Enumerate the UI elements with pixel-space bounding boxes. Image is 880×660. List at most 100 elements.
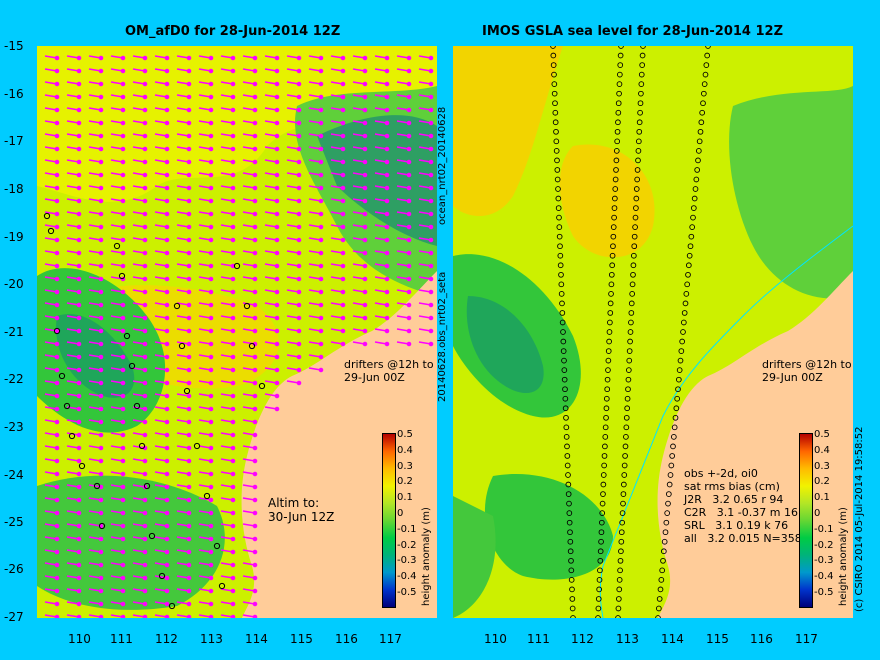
wind-vector-head xyxy=(142,159,148,165)
wind-vector-head xyxy=(142,211,148,217)
wind-vector-head xyxy=(362,172,368,178)
wind-vector-head xyxy=(362,276,368,282)
drifter-marker xyxy=(43,212,51,220)
wind-vector-head xyxy=(230,575,236,581)
wind-vector-head xyxy=(54,250,60,256)
wind-vector-head xyxy=(76,393,82,399)
wind-vector-head xyxy=(252,159,258,165)
wind-vector-head xyxy=(120,445,126,451)
wind-vector-head xyxy=(164,432,170,438)
altimeter-obs xyxy=(670,443,676,450)
drifters-note-right: drifters @12h to 29-Jun 00Z xyxy=(762,358,852,384)
wind-vector-head xyxy=(340,341,346,347)
left-map[interactable] xyxy=(37,46,437,618)
obs-header-2: sat rms bias (cm) xyxy=(684,480,780,493)
wind-vector-head xyxy=(142,419,148,425)
altimeter-obs xyxy=(705,46,711,49)
wind-vector-head xyxy=(164,575,170,581)
obs-stats: obs +-2d, oi0 sat rms bias (cm) J2R 3.2 … xyxy=(684,467,802,545)
wind-vector-head xyxy=(120,536,126,542)
wind-vector-head xyxy=(164,484,170,490)
altimeter-obs xyxy=(564,462,571,469)
wind-vector-head xyxy=(274,120,280,126)
wind-vector-head xyxy=(208,458,214,464)
wind-vector-head xyxy=(406,172,412,178)
wind-vector-head xyxy=(186,588,192,594)
altimeter-obs xyxy=(656,596,663,602)
drifter-marker xyxy=(58,372,66,380)
wind-vector-head xyxy=(208,601,214,607)
wind-vector-head xyxy=(142,380,148,386)
altimeter-tracks xyxy=(550,46,711,618)
wind-vector-head xyxy=(98,367,104,373)
wind-vector-head xyxy=(120,341,126,347)
altimeter-obs xyxy=(630,262,637,269)
wind-vector-head xyxy=(296,276,302,282)
wind-vector-head xyxy=(76,302,82,308)
x-tick: 116 xyxy=(335,632,358,646)
drifter-marker xyxy=(98,522,106,530)
wind-vector-head xyxy=(164,315,170,321)
wind-vector-head xyxy=(252,302,258,308)
wind-vector-head xyxy=(230,328,236,334)
wind-vector-head xyxy=(186,536,192,542)
altimeter-obs xyxy=(622,443,629,450)
altimeter-obs xyxy=(563,434,570,440)
drifters-line-2: 29-Jun 00Z xyxy=(344,371,405,384)
drifter-marker xyxy=(158,572,166,580)
colorbar-tick: 0.1 xyxy=(814,492,830,504)
altimeter-obs xyxy=(659,567,666,574)
wind-vector-head xyxy=(208,224,214,230)
altimeter-obs xyxy=(693,176,700,183)
wind-vector-head xyxy=(54,55,60,61)
wind-vector-head xyxy=(186,575,192,581)
wind-vector-head xyxy=(230,614,236,618)
wind-vector-head xyxy=(274,276,280,282)
wind-vector-head xyxy=(120,107,126,113)
drifter-marker xyxy=(148,532,156,540)
wind-vector-head xyxy=(186,445,192,451)
wind-vector-head xyxy=(230,419,236,425)
wind-vector-head xyxy=(98,302,104,308)
wind-vector-head xyxy=(54,484,60,490)
x-tick: 112 xyxy=(571,632,594,646)
colorbar-tick: 0.2 xyxy=(814,476,830,488)
wind-vector-head xyxy=(54,575,60,581)
wind-vector-head xyxy=(296,224,302,230)
altimeter-obs xyxy=(567,538,574,545)
y-tick: -18 xyxy=(4,182,24,196)
wind-vector-head xyxy=(274,380,280,386)
wind-vector-head xyxy=(120,55,126,61)
wind-vector-head xyxy=(164,198,170,204)
altimeter-obs xyxy=(695,157,701,164)
wind-vector-head xyxy=(230,445,236,451)
wind-vector-head xyxy=(318,107,324,113)
shelf-contour xyxy=(599,225,853,618)
wind-vector-head xyxy=(98,393,104,399)
wind-vector-head xyxy=(164,523,170,529)
colorbar-left xyxy=(382,433,396,608)
obs-row: C2R 3.1 -0.37 m 16 xyxy=(684,506,798,519)
wind-vector-head xyxy=(208,497,214,503)
altimeter-obs xyxy=(609,262,616,269)
wind-vector-head xyxy=(230,276,236,282)
y-tick: -25 xyxy=(4,515,24,529)
wind-vector-head xyxy=(274,146,280,152)
wind-vector-head xyxy=(76,575,82,581)
wind-vector-head xyxy=(318,211,324,217)
wind-vector-head xyxy=(164,94,170,100)
wind-vector-head xyxy=(186,276,192,282)
wind-vector-head xyxy=(252,497,258,503)
wind-vector-head xyxy=(296,172,302,178)
wind-vector-head xyxy=(142,393,148,399)
altimeter-obs xyxy=(599,510,606,516)
wind-vector-head xyxy=(384,224,390,230)
wind-vector-head xyxy=(98,406,104,412)
wind-vector-head xyxy=(362,302,368,308)
wind-vector-head xyxy=(142,237,148,243)
altimeter-obs xyxy=(567,529,573,536)
altimeter-obs xyxy=(618,529,625,536)
wind-vector-head xyxy=(142,601,148,607)
wind-vector-head xyxy=(186,549,192,555)
wind-vector-head xyxy=(120,393,126,399)
